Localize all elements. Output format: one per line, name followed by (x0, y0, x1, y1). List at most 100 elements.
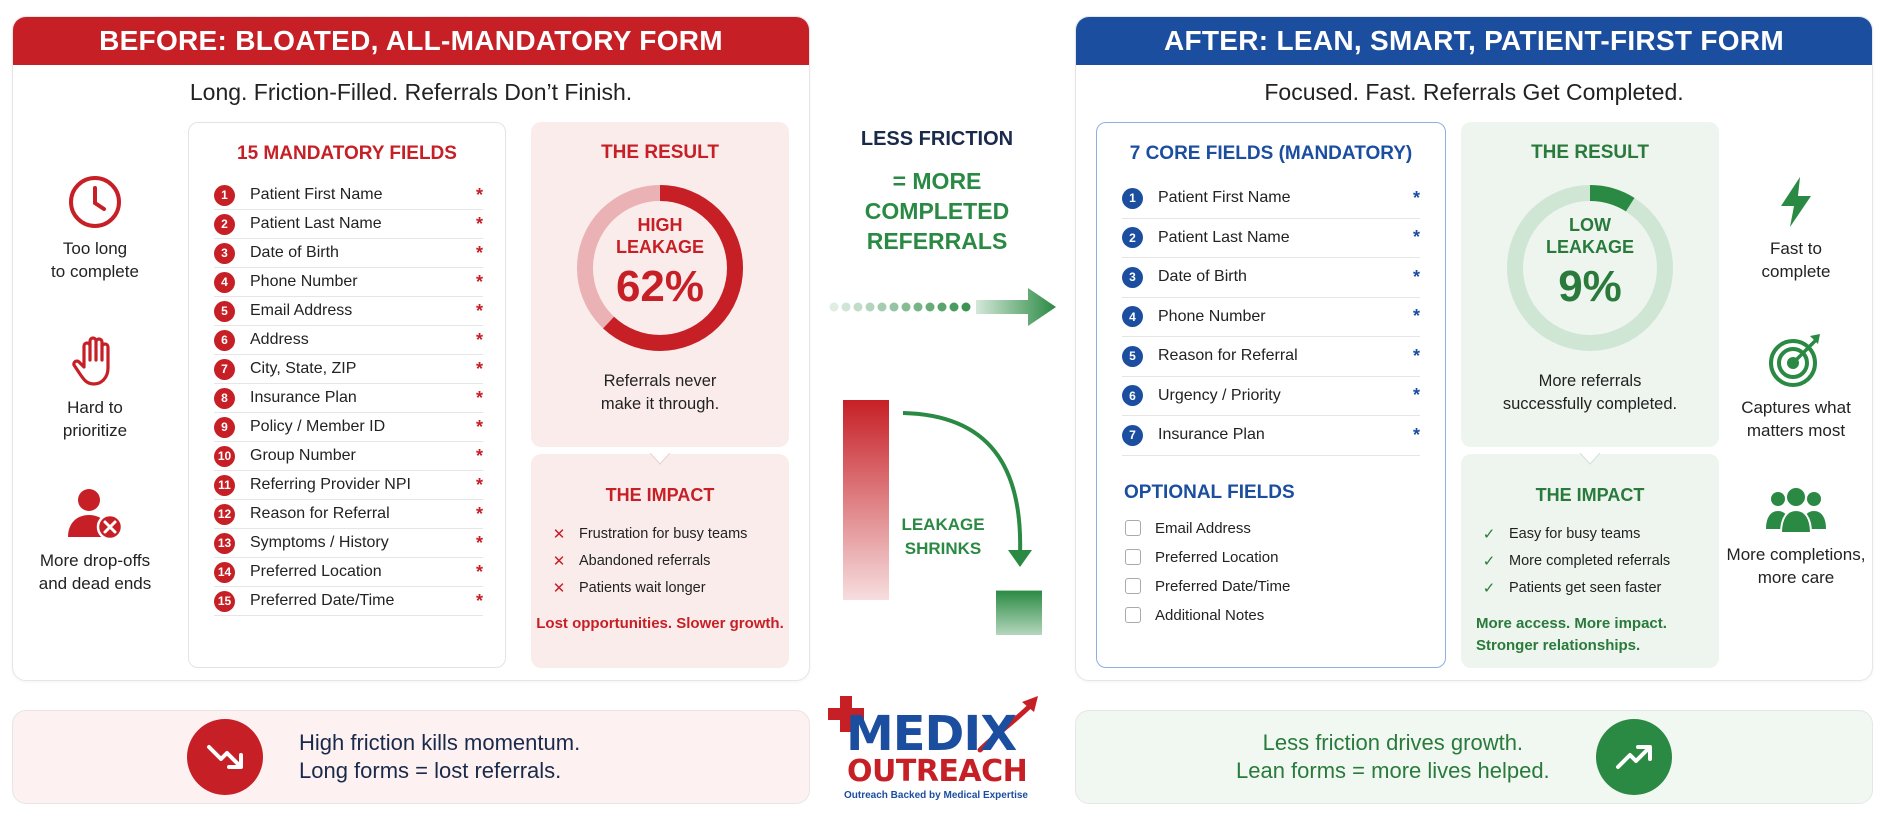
field-label: Phone Number (1158, 307, 1266, 325)
field-row: 14 Preferred Location * (214, 558, 483, 587)
after-bottom-text: Less friction drives growth. Lean forms … (1236, 730, 1550, 783)
field-label: City, State, ZIP (250, 360, 357, 377)
before-banner: BEFORE: BLOATED, ALL-MANDATORY FORM (13, 17, 809, 65)
after-bottom-banner: Less friction drives growth. Lean forms … (1075, 710, 1873, 804)
field-label: Reason for Referral (250, 505, 390, 522)
field-number-badge: 13 (214, 532, 235, 554)
x-mark-icon: ✕ (552, 552, 566, 570)
after-result-card: THE RESULT LOW LEAKAGE 9% More referrals… (1461, 122, 1719, 447)
field-row: 2 Patient Last Name * (214, 210, 483, 239)
required-asterisk: * (1412, 345, 1420, 366)
after-panel: AFTER: LEAN, SMART, PATIENT-FIRST FORM F… (1075, 16, 1873, 681)
impact-text: Patients get seen faster (1509, 579, 1662, 596)
arrow-trail-dot (901, 302, 911, 312)
field-number-badge: 11 (214, 474, 235, 496)
donut-label-1: HIGH (637, 215, 683, 235)
arrow-trail-dot (889, 302, 899, 312)
arrow-trail-dot (865, 302, 875, 312)
side-label: Fast to complete (1761, 239, 1831, 281)
field-row: 4 Phone Number * (1122, 298, 1420, 337)
donut-label-1: LOW (1569, 215, 1611, 235)
before-subtitle: Long. Friction-Filled. Referrals Don’t F… (189, 79, 633, 105)
donut-label-2: LEAKAGE (615, 237, 704, 257)
field-number-badge: 1 (214, 184, 235, 206)
impact-item: ✕ Frustration for busy teams (551, 520, 789, 547)
mandatory-fields-card: 15 MANDATORY FIELDS 1 Patient First Name *… (188, 122, 506, 668)
middle-subtitle: = MORE COMPLETED REFERRALS (864, 168, 1010, 254)
field-label: Email Address (250, 302, 353, 319)
field-number-badge: 7 (1122, 424, 1143, 446)
leakage-shrinks-label: LEAKAGE SHRINKS (901, 515, 985, 558)
before-impact-card: THE IMPACT ✕ Frustration for busy teams ✕ A… (531, 453, 789, 668)
side-item-captures: Captures what matters most (1716, 330, 1872, 442)
donut-label-2: LEAKAGE (1545, 237, 1634, 257)
required-asterisk: * (475, 532, 483, 553)
middle-title: LESS FRICTION (860, 128, 1014, 150)
optional-checkbox[interactable] (1125, 578, 1141, 594)
optional-field-label: Preferred Date/Time (1155, 577, 1291, 595)
field-number-badge: 7 (214, 358, 235, 380)
progress-arrow (829, 288, 1056, 326)
field-number-badge: 9 (214, 416, 235, 438)
field-row: 9 Policy / Member ID * (214, 413, 483, 442)
target-icon (1769, 334, 1820, 387)
side-label: More drop-offs and dead ends (38, 551, 152, 593)
field-number-badge: 4 (214, 271, 235, 293)
field-label: Insurance Plan (250, 389, 357, 406)
arrow-trail-dot (925, 302, 935, 312)
notch-arrow (650, 453, 670, 465)
field-number-badge: 8 (214, 387, 235, 409)
field-number-badge: 5 (1122, 345, 1143, 367)
field-label: Preferred Date/Time (250, 592, 395, 609)
field-row: 15 Preferred Date/Time * (214, 587, 483, 616)
impact-text: More completed referrals (1509, 552, 1671, 569)
field-row: 1 Patient First Name * (1122, 179, 1420, 219)
bar-after-leakage (996, 590, 1042, 635)
user-removed-icon (68, 489, 124, 541)
optional-field-row: Preferred Location (1125, 543, 1445, 572)
required-asterisk: * (475, 358, 483, 379)
optional-checkbox[interactable] (1125, 520, 1141, 536)
field-label: Reason for Referral (1158, 347, 1298, 365)
required-asterisk: * (1412, 187, 1420, 208)
required-asterisk: * (475, 329, 483, 350)
field-row: 4 Phone Number * (214, 268, 483, 297)
medix-outreach-logo: MEDIX OUTREACH Outreach Backed by Medica… (826, 690, 1056, 802)
side-label: More completions, more care (1726, 545, 1866, 587)
field-label: Insurance Plan (1158, 426, 1265, 444)
field-row: 3 Date of Birth * (1122, 258, 1420, 298)
optional-checkbox[interactable] (1125, 607, 1141, 623)
field-label: Urgency / Priority (1158, 386, 1281, 404)
core-fields-card: 7 CORE FIELDS (MANDATORY) 1 Patient First… (1096, 122, 1446, 668)
donut-value-arc (1507, 185, 1673, 351)
clock-icon (69, 176, 121, 228)
field-row: 8 Insurance Plan * (214, 384, 483, 413)
before-panel: BEFORE: BLOATED, ALL-MANDATORY FORM Long… (12, 16, 810, 681)
required-asterisk: * (475, 445, 483, 466)
field-label: Patient Last Name (250, 215, 382, 232)
field-number-badge: 4 (1122, 306, 1143, 328)
after-banner: AFTER: LEAN, SMART, PATIENT-FIRST FORM (1076, 17, 1872, 65)
required-asterisk: * (475, 590, 483, 611)
required-asterisk: * (475, 271, 483, 292)
field-label: Patient Last Name (1158, 228, 1290, 246)
people-group-icon (1766, 488, 1826, 534)
optional-field-row: Preferred Date/Time (1125, 572, 1445, 601)
field-number-badge: 6 (1122, 385, 1143, 407)
impact-list: ✓ Easy for busy teams ✓ More completed refe… (1481, 520, 1719, 601)
field-label: Referring Provider NPI (250, 476, 411, 493)
field-label: Date of Birth (250, 244, 339, 261)
field-label: Address (250, 331, 309, 348)
impact-title: THE IMPACT (605, 485, 715, 505)
side-label: Too long to complete (51, 239, 139, 281)
leakage-donut: LOW LEAKAGE 9% (1502, 180, 1678, 356)
before-bottom-banner: High friction kills momentum. Long forms… (12, 710, 810, 804)
after-impact-card: THE IMPACT ✓ Easy for busy teams ✓ More com… (1461, 453, 1719, 668)
optional-checkbox[interactable] (1125, 549, 1141, 565)
field-row: 6 Urgency / Priority * (1122, 377, 1420, 416)
impact-text: Patients wait longer (579, 579, 706, 596)
required-asterisk: * (1412, 227, 1420, 248)
field-row: 1 Patient First Name * (214, 181, 483, 210)
impact-list: ✕ Frustration for busy teams ✕ Abandoned re… (551, 520, 789, 601)
arrow-trail-dot (949, 302, 959, 312)
